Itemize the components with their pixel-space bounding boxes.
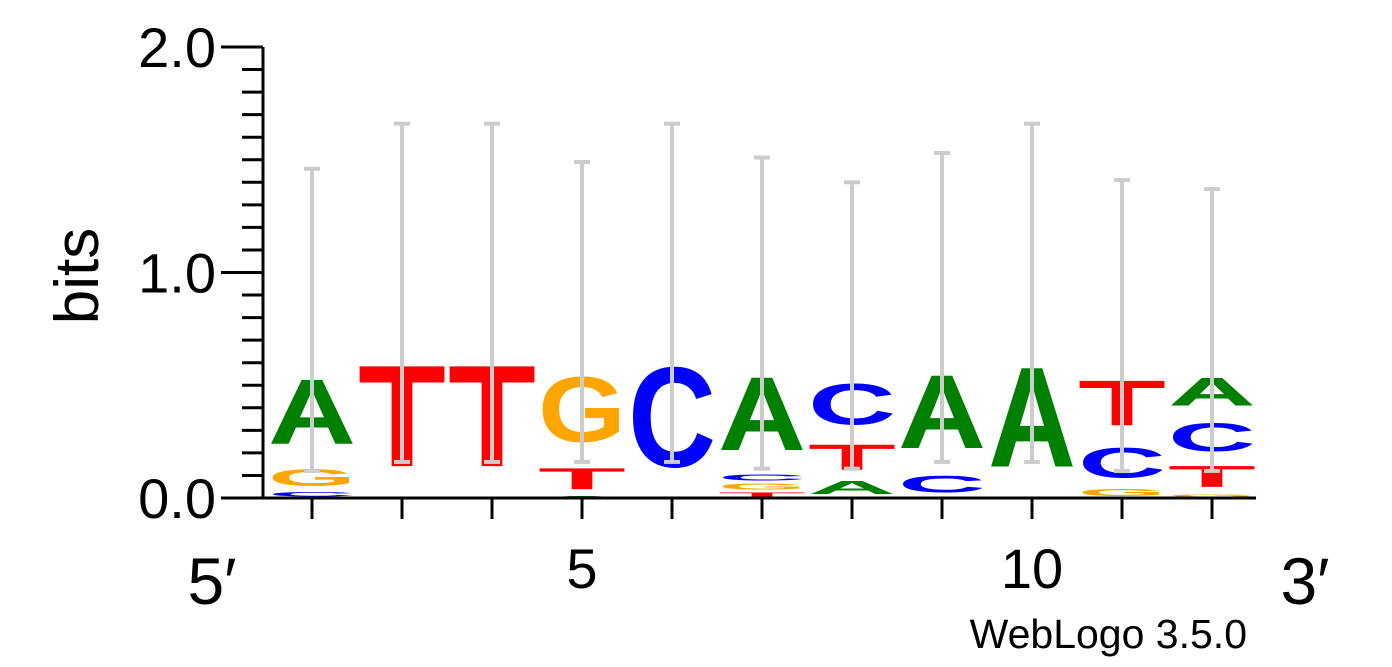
three-prime-label: 3′ [1280, 544, 1329, 618]
logo-letter-T: T [718, 491, 806, 498]
logo-column-4: T [448, 121, 536, 497]
y-axis-label: bits [43, 228, 112, 324]
logo-letter-C: C [718, 473, 806, 482]
y-tick-label: 0.0 [138, 467, 216, 530]
logo-letter-G: G [1078, 487, 1166, 498]
error-bar [844, 180, 860, 471]
error-bar [394, 121, 410, 464]
error-bar [484, 121, 500, 464]
x-axis: 5 10 [263, 496, 1256, 600]
logo-letter-C: C [898, 471, 986, 498]
logo-column-10: A [988, 121, 1076, 498]
error-bar [754, 155, 770, 471]
logo-column-11: GCT [1078, 178, 1166, 498]
weblogo-version-label: WebLogo 3.5.0 [970, 611, 1247, 657]
logo-letter-T: T [538, 462, 626, 496]
logo-column-9: CA [898, 150, 986, 498]
error-bar [1204, 187, 1220, 473]
plot-area: CGATTATGCTGCAATCCAAGCTGTCA [268, 121, 1256, 498]
logo-column-8: ATC [808, 180, 896, 498]
x-tick-label: 10 [1001, 537, 1063, 600]
y-tick-label: 1.0 [138, 242, 216, 305]
logo-column-6: C [628, 121, 716, 498]
logo-column-2: CGA [268, 166, 356, 498]
logo-column-5: ATG [538, 160, 626, 498]
y-tick-label: 2.0 [138, 16, 216, 79]
logo-column-3: T [358, 121, 446, 497]
error-bar [304, 166, 320, 473]
five-prime-label: 5′ [187, 544, 236, 618]
logo-letter-C: C [268, 491, 356, 498]
x-tick-label: 5 [566, 537, 597, 600]
error-bar [664, 121, 680, 464]
y-axis-ticks: 0.0 1.0 2.0 [138, 16, 263, 530]
logo-letter-A: A [808, 478, 896, 498]
error-bar [934, 150, 950, 464]
error-bar [574, 160, 590, 464]
logo-letter-G: G [718, 482, 806, 491]
error-bar [1024, 121, 1040, 464]
error-bar [1114, 178, 1130, 473]
logo-letter-G: G [1168, 493, 1256, 497]
